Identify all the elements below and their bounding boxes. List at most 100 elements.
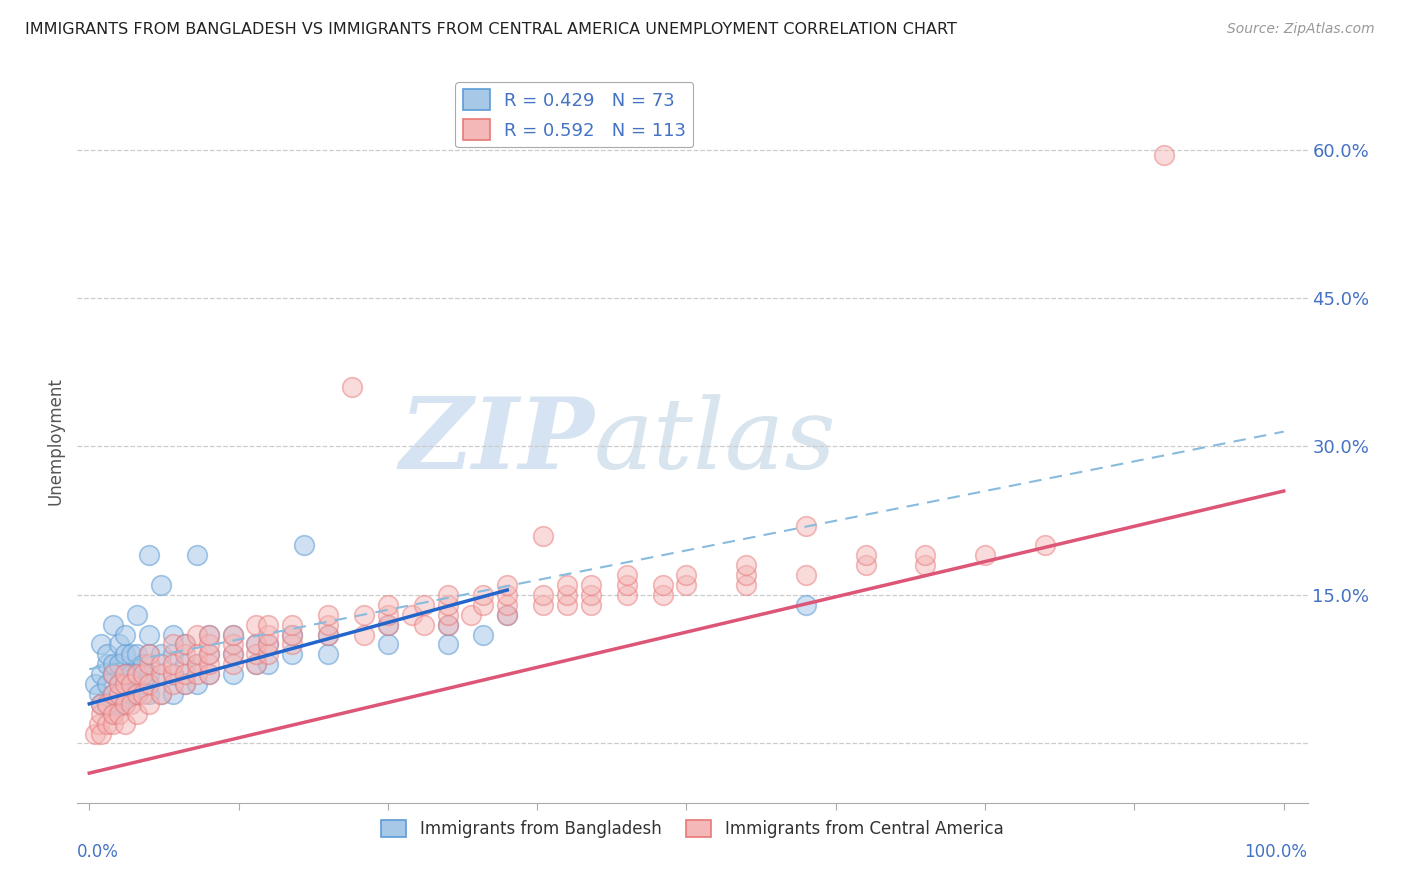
Point: [108, 697, 131, 711]
Point: [316, 627, 339, 641]
Point: [125, 648, 148, 662]
Point: [316, 648, 339, 662]
Point: [120, 677, 142, 691]
Point: [162, 648, 184, 662]
Point: [197, 637, 219, 651]
Point: [114, 716, 136, 731]
Point: [101, 706, 124, 721]
Point: [292, 539, 315, 553]
Point: [87, 687, 110, 701]
Point: [221, 667, 243, 681]
Point: [616, 588, 638, 602]
Point: [245, 648, 267, 662]
Point: [316, 627, 339, 641]
Point: [162, 667, 184, 681]
Point: [96, 657, 118, 672]
Point: [149, 657, 172, 672]
Point: [197, 648, 219, 662]
Point: [173, 677, 195, 691]
Point: [436, 598, 458, 612]
Point: [245, 637, 267, 651]
Point: [197, 648, 219, 662]
Point: [794, 518, 817, 533]
Point: [221, 627, 243, 641]
Point: [162, 627, 184, 641]
Point: [472, 588, 495, 602]
Point: [90, 667, 112, 681]
Point: [221, 637, 243, 651]
Point: [436, 617, 458, 632]
Point: [132, 667, 155, 681]
Point: [436, 617, 458, 632]
Point: [149, 667, 172, 681]
Point: [120, 667, 142, 681]
Text: atlas: atlas: [595, 394, 837, 489]
Point: [221, 648, 243, 662]
Point: [1033, 539, 1056, 553]
Point: [579, 588, 602, 602]
Point: [855, 549, 877, 563]
Point: [257, 657, 280, 672]
Point: [138, 627, 160, 641]
Point: [794, 568, 817, 582]
Point: [531, 588, 554, 602]
Point: [132, 687, 155, 701]
Point: [114, 667, 136, 681]
Point: [101, 657, 124, 672]
Point: [101, 667, 124, 681]
Point: [96, 716, 118, 731]
Point: [197, 657, 219, 672]
Point: [914, 549, 936, 563]
Text: Source: ZipAtlas.com: Source: ZipAtlas.com: [1227, 22, 1375, 37]
Point: [245, 657, 267, 672]
Point: [974, 549, 997, 563]
Point: [353, 627, 375, 641]
Point: [257, 617, 280, 632]
Point: [855, 558, 877, 573]
Point: [496, 607, 519, 622]
Point: [96, 648, 118, 662]
Y-axis label: Unemployment: Unemployment: [46, 377, 65, 506]
Point: [316, 607, 339, 622]
Point: [735, 558, 758, 573]
Point: [197, 667, 219, 681]
Point: [555, 598, 578, 612]
Point: [197, 667, 219, 681]
Point: [412, 598, 434, 612]
Point: [149, 687, 172, 701]
Point: [120, 648, 142, 662]
Point: [316, 617, 339, 632]
Point: [401, 607, 423, 622]
Point: [221, 657, 243, 672]
Point: [138, 648, 160, 662]
Text: 0.0%: 0.0%: [77, 843, 120, 861]
Point: [173, 648, 195, 662]
Point: [257, 637, 280, 651]
Point: [114, 697, 136, 711]
Point: [257, 627, 280, 641]
Point: [735, 578, 758, 592]
Point: [162, 637, 184, 651]
Point: [377, 598, 399, 612]
Point: [108, 687, 131, 701]
Point: [173, 667, 195, 681]
Point: [84, 726, 107, 740]
Point: [245, 657, 267, 672]
Point: [96, 677, 118, 691]
Point: [125, 667, 148, 681]
Point: [197, 627, 219, 641]
Point: [120, 687, 142, 701]
Point: [90, 726, 112, 740]
Point: [460, 607, 482, 622]
Point: [101, 687, 124, 701]
Point: [173, 637, 195, 651]
Legend: Immigrants from Bangladesh, Immigrants from Central America: Immigrants from Bangladesh, Immigrants f…: [375, 814, 1010, 845]
Point: [281, 637, 304, 651]
Point: [114, 648, 136, 662]
Point: [436, 588, 458, 602]
Point: [101, 667, 124, 681]
Point: [555, 588, 578, 602]
Point: [90, 697, 112, 711]
Point: [138, 697, 160, 711]
Point: [96, 697, 118, 711]
